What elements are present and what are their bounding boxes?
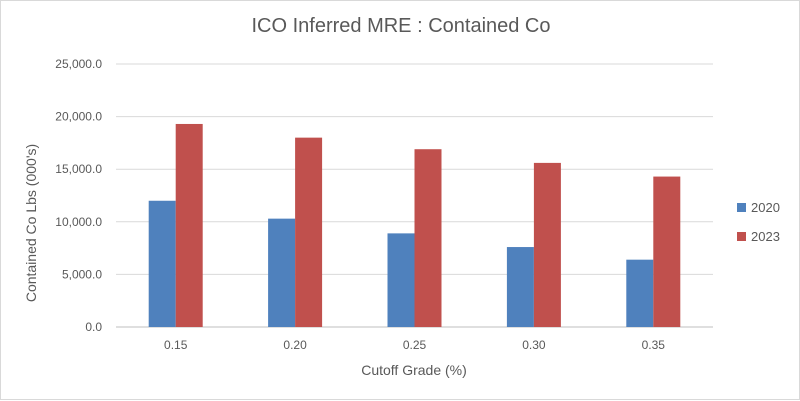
x-tick-label: 0.25 xyxy=(403,338,427,352)
bar-2020-0.20 xyxy=(268,218,296,327)
chart-title: ICO Inferred MRE : Contained Co xyxy=(251,15,551,37)
legend-label-2023: 2023 xyxy=(751,228,780,244)
legend-item-2020: 2020 xyxy=(737,197,797,217)
y-tick-label: 15,000.0 xyxy=(55,162,102,176)
x-tick-label: 0.30 xyxy=(522,338,546,352)
legend-swatch-2023 xyxy=(737,231,746,241)
legend-label-2020: 2020 xyxy=(751,199,780,215)
x-tick-label: 0.15 xyxy=(164,338,188,352)
bar-2023-0.35 xyxy=(653,176,681,327)
y-tick-label: 25,000.0 xyxy=(55,57,102,71)
bar-2020-0.30 xyxy=(506,247,534,327)
y-axis-title: Contained Co Lbs (000's) xyxy=(23,144,39,302)
y-tick-label: 5,000.0 xyxy=(62,267,102,281)
bar-2023-0.25 xyxy=(414,149,442,327)
legend-item-2023: 2023 xyxy=(737,226,797,246)
x-tick-label: 0.20 xyxy=(283,338,307,352)
y-axis-ticks: 0.0 5,000.0 10,000.0 15,000.0 20,000.0 25,000… xyxy=(55,57,102,334)
x-tick-label: 0.35 xyxy=(642,338,666,352)
bar-2023-0.15 xyxy=(175,123,203,328)
x-axis-title: Cutoff Grade (%) xyxy=(361,362,467,378)
y-tick-label: 20,000.0 xyxy=(55,110,102,124)
bar-2020-0.15 xyxy=(148,200,176,327)
bar-2023-0.20 xyxy=(295,137,323,327)
bar-2023-0.30 xyxy=(533,162,561,327)
bars xyxy=(148,123,681,328)
legend: 2020 2023 xyxy=(737,197,797,255)
x-axis-ticks: 0.15 0.20 0.25 0.30 0.35 xyxy=(164,338,665,352)
legend-swatch-2020 xyxy=(737,202,746,212)
y-tick-label: 10,000.0 xyxy=(55,215,102,229)
bar-2020-0.25 xyxy=(387,233,415,327)
bar-2020-0.35 xyxy=(626,259,654,327)
y-tick-label: 0.0 xyxy=(85,320,102,334)
